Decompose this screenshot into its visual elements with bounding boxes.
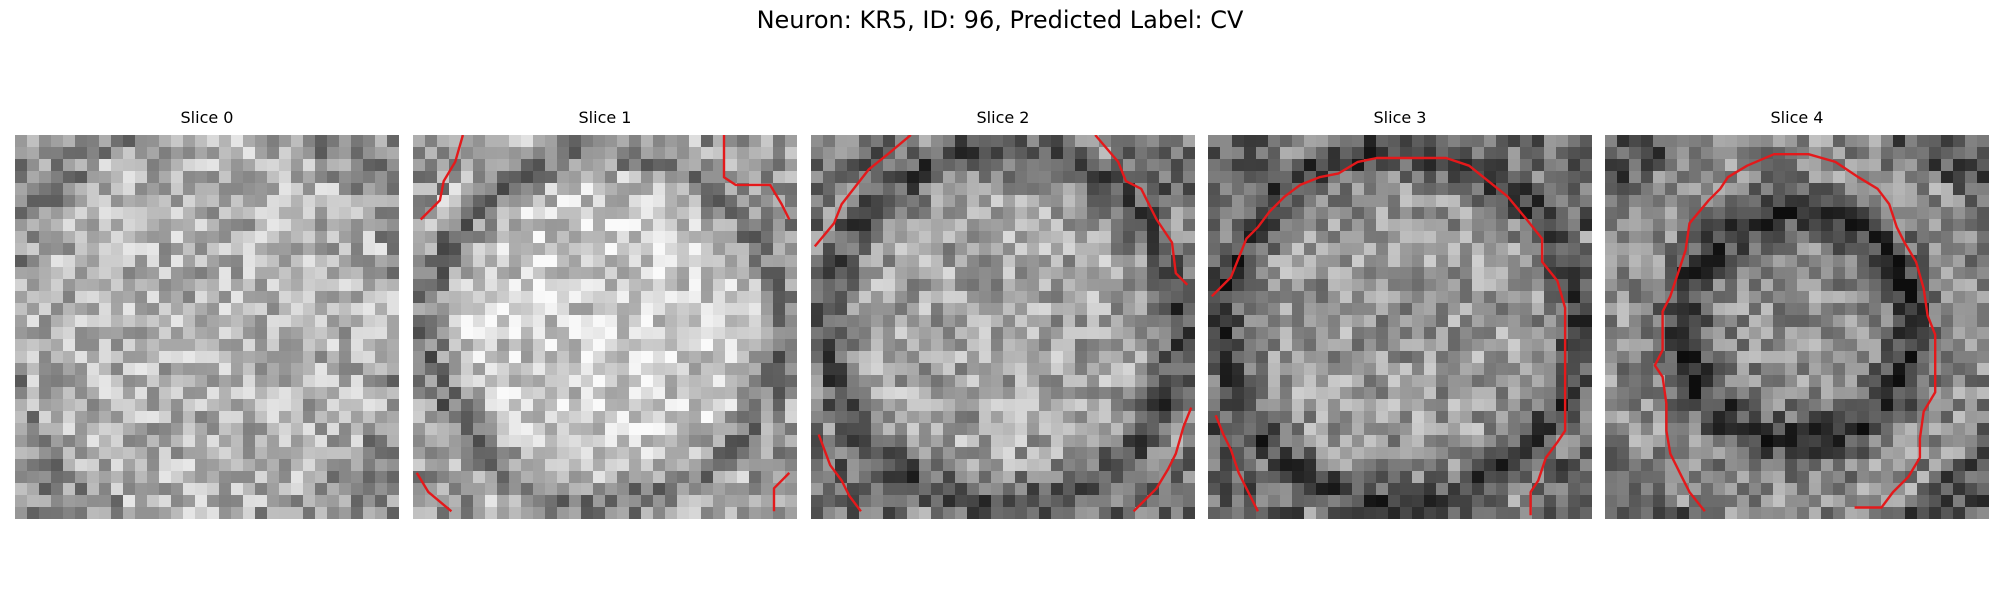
slice-title: Slice 1 [578,108,632,127]
contour-line [1132,407,1193,513]
slice-panel-3: Slice 3 [1208,108,1592,522]
contour-line [415,472,453,513]
contour-line [419,135,465,221]
slice-title: Slice 0 [180,108,234,127]
contour-line [722,135,791,221]
slice-image [1208,135,1592,519]
contour-line [1653,153,1937,513]
contour-line [1094,135,1189,286]
slice-panel-2: Slice 2 [811,108,1195,522]
slice-image [811,135,1195,519]
contour-line [1210,156,1567,516]
contour-line [817,434,862,513]
slice-panel-1: Slice 1 [413,108,797,522]
slice-image [1605,135,1989,519]
slice-panel-0: Slice 0 [15,108,399,522]
contour-line [813,135,912,248]
slice-image [413,135,797,519]
slice-title: Slice 2 [976,108,1030,127]
slice-title: Slice 3 [1373,108,1427,127]
figure-title: Neuron: KR5, ID: 96, Predicted Label: CV [756,6,1244,34]
slice-image [15,135,399,519]
contour-line [1214,414,1259,512]
contour-line [772,472,791,512]
slice-title: Slice 4 [1770,108,1824,127]
slice-panel-4: Slice 4 [1605,108,1989,522]
